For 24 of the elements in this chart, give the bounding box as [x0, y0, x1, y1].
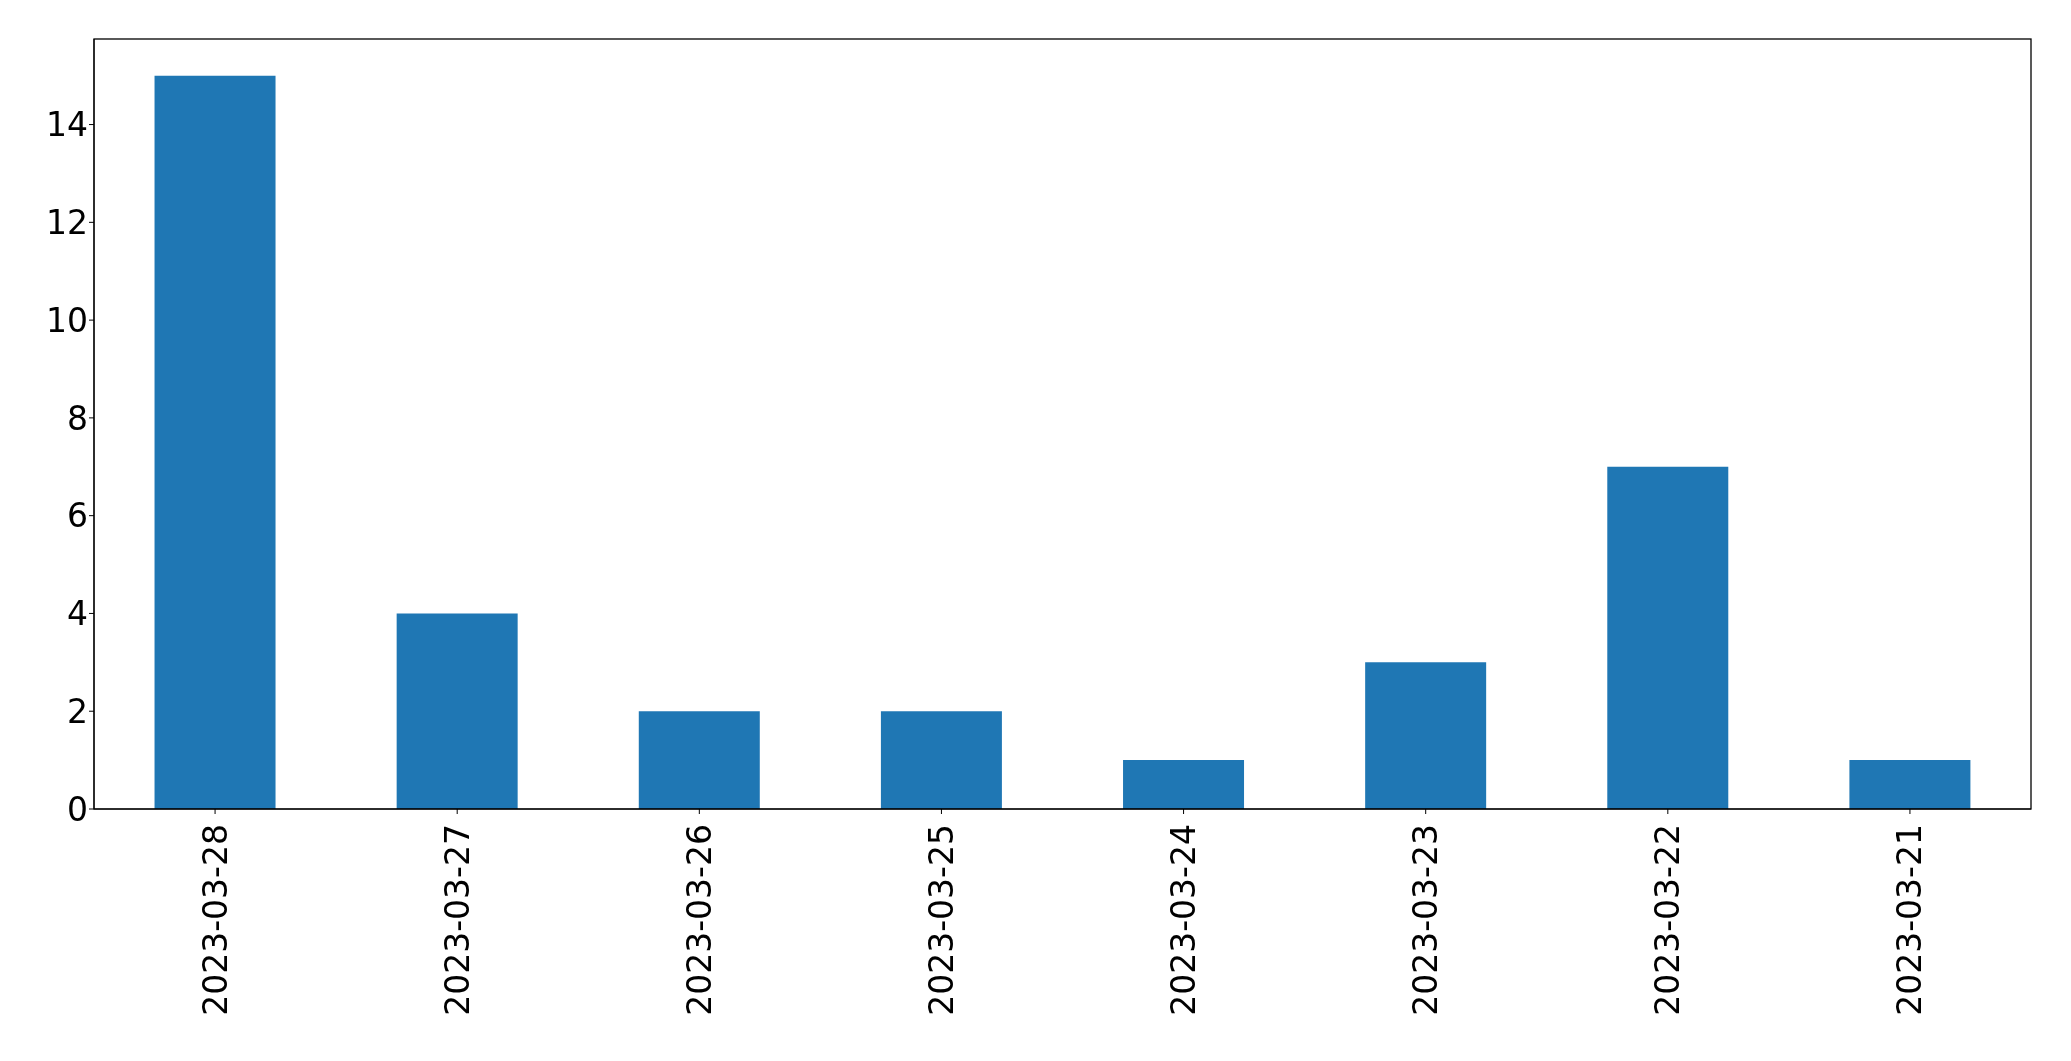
y-tick-label: 10 — [46, 300, 88, 340]
bar — [1123, 760, 1245, 809]
x-tick-label: 2023-03-28 — [195, 824, 235, 1016]
bar — [880, 711, 1002, 809]
bar — [1365, 662, 1487, 809]
x-tick-label: 2023-03-26 — [679, 824, 719, 1016]
bar — [396, 613, 518, 809]
x-tick-label: 2023-03-27 — [437, 824, 477, 1016]
y-tick-label: 6 — [67, 496, 88, 536]
y-tick-label: 8 — [67, 398, 88, 438]
x-tick-label: 2023-03-21 — [1890, 824, 1930, 1016]
bar — [1849, 760, 1971, 809]
bar — [1607, 466, 1729, 809]
y-tick-label: 0 — [67, 789, 88, 829]
bar — [154, 75, 276, 809]
y-tick-label: 4 — [67, 594, 88, 634]
y-tick-label: 12 — [46, 203, 88, 243]
x-tick-label: 2023-03-25 — [921, 824, 961, 1016]
y-tick-label: 2 — [67, 691, 88, 731]
x-tick-label: 2023-03-24 — [1164, 824, 1204, 1016]
bar — [638, 711, 760, 809]
x-tick-label: 2023-03-22 — [1648, 824, 1688, 1016]
y-tick-label: 14 — [46, 105, 88, 145]
x-tick-label: 2023-03-23 — [1406, 824, 1446, 1016]
